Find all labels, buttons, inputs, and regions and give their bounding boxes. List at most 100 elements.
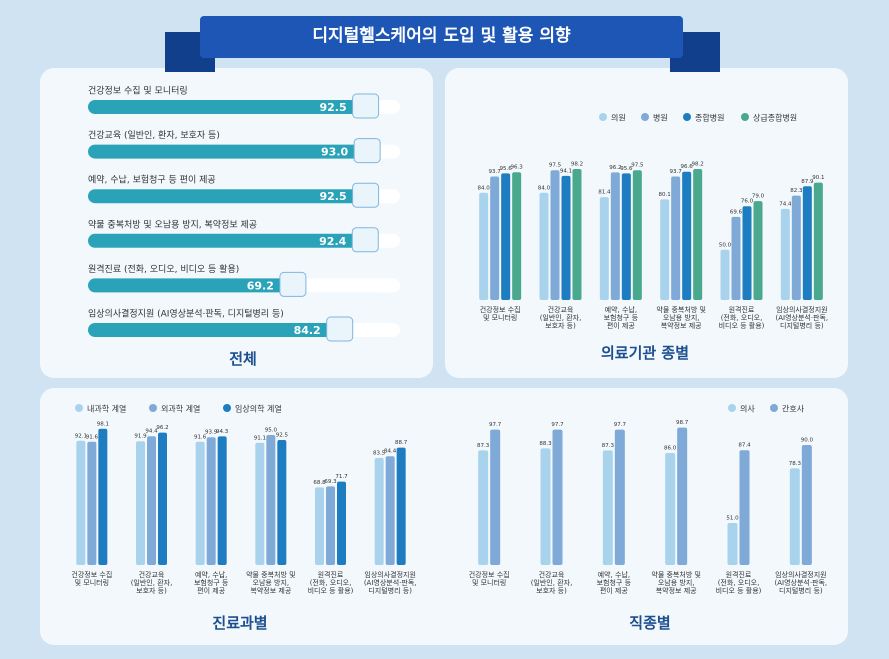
category-label: 예약, 수납, 보험청구 등 편이 제공 — [193, 571, 229, 595]
bar — [277, 440, 287, 565]
category-label: 약물 중복처방 및 오남용 방지, 복약정보 제공 — [88, 218, 257, 230]
value-label: 74.4 — [779, 201, 792, 207]
bar — [682, 171, 692, 300]
category-label: 건강교육 (일반인, 환자, 보호자 등) — [530, 571, 573, 595]
bar — [540, 448, 551, 565]
value-label: 84.2 — [294, 324, 321, 337]
value-label: 88.7 — [395, 440, 408, 446]
category-label: 건강교육 (일반인, 환자, 보호자 등) — [88, 129, 220, 141]
bar — [614, 429, 625, 565]
legend-swatch — [683, 113, 691, 121]
value-label: 94.1 — [560, 168, 572, 174]
bar — [539, 192, 549, 300]
bar — [490, 429, 501, 565]
bar — [87, 441, 97, 565]
bar — [490, 176, 500, 300]
value-label: 92.5 — [276, 433, 289, 439]
chart-title: 진료과별 — [212, 614, 268, 632]
bar — [665, 453, 676, 565]
category-label: 건강정보 수집 및 모니터링 — [88, 85, 188, 97]
value-label: 71.7 — [335, 474, 348, 480]
category-label: 원격진료 (전화, 오디오, 비디오 등 활용) — [718, 306, 765, 330]
bar — [195, 441, 205, 565]
value-label: 78.3 — [789, 461, 802, 467]
bar-icon — [352, 93, 380, 119]
bar — [572, 169, 582, 300]
bar — [550, 170, 560, 300]
bar — [720, 249, 730, 300]
bar — [742, 206, 752, 300]
value-label: 92.4 — [319, 235, 346, 248]
bar — [385, 456, 395, 565]
legend-swatch — [741, 113, 749, 121]
value-label: 96.2 — [156, 425, 168, 431]
bar — [255, 442, 265, 565]
category-label: 원격진료 (전화, 오디오, 비디오 등 활용) — [307, 571, 354, 595]
value-label: 98.7 — [676, 420, 689, 426]
bar — [266, 435, 276, 565]
value-label: 94.3 — [216, 429, 229, 435]
bar — [753, 201, 763, 300]
category-label: 약물 중복처방 및 오남용 방지, 복약정보 제공 — [656, 306, 706, 330]
value-label: 93.7 — [489, 169, 502, 175]
value-label: 88.3 — [539, 441, 552, 447]
legend-swatch — [641, 113, 649, 121]
bar — [479, 192, 489, 300]
bar — [88, 233, 377, 248]
legend-label: 의원 — [611, 113, 626, 123]
bar — [727, 523, 738, 565]
value-label: 93.7 — [670, 169, 683, 175]
legend-label: 의사 — [740, 404, 755, 414]
bar — [802, 186, 812, 300]
category-label: 건강교육 (일반인, 환자, 보호자 등) — [130, 571, 173, 595]
chart-title: 직종별 — [629, 614, 671, 632]
value-label: 87.9 — [801, 179, 814, 185]
bar — [88, 100, 377, 114]
bar — [791, 195, 801, 300]
bar — [512, 172, 522, 300]
category-label: 건강정보 수집 및 모니터링 — [468, 571, 510, 587]
value-label: 87.4 — [738, 443, 751, 449]
panel — [40, 388, 848, 645]
bar — [599, 197, 609, 300]
category-label: 예약, 수납, 보험청구 등 편이 제공 — [603, 306, 639, 330]
bar — [621, 173, 631, 300]
legend-label: 종합병원 — [695, 114, 724, 123]
category-label: 임상의사결정지원 (AI영상분석·판독, 디지털병리 등) — [774, 571, 828, 595]
value-label: 97.5 — [549, 163, 562, 169]
bar — [88, 323, 351, 337]
bar — [88, 144, 379, 159]
value-label: 96.3 — [511, 165, 524, 171]
bar — [552, 429, 563, 565]
bar — [374, 458, 384, 565]
value-label: 95.0 — [265, 428, 278, 434]
value-label: 69.3 — [324, 479, 337, 485]
value-label: 69.2 — [247, 279, 274, 292]
legend-swatch — [770, 404, 778, 412]
bar-icon — [279, 271, 307, 297]
category-label: 예약, 수납, 보험청구 등 편이 제공 — [88, 174, 216, 186]
bar — [217, 436, 227, 565]
bar — [76, 440, 86, 565]
legend-swatch — [728, 404, 736, 412]
value-label: 83.5 — [373, 451, 386, 457]
value-label: 95.6 — [500, 166, 513, 172]
legend-swatch — [75, 404, 83, 412]
value-label: 94.4 — [145, 429, 158, 435]
bar-icon — [352, 182, 380, 208]
value-label: 80.1 — [659, 192, 671, 198]
value-label: 92.1 — [75, 433, 87, 439]
value-label: 91.6 — [194, 434, 207, 440]
value-label: 93.0 — [321, 146, 348, 159]
bar — [136, 441, 145, 565]
category-label: 건강교육 (일반인, 환자, 보호자 등) — [539, 306, 582, 330]
value-label: 93.9 — [205, 430, 218, 436]
value-label: 96.2 — [609, 165, 621, 171]
category-label: 원격진료 (전화, 오디오, 비디오 등 활용) — [715, 571, 762, 595]
bar — [98, 428, 108, 565]
value-label: 97.7 — [614, 422, 627, 428]
legend-label: 상급종합병원 — [753, 113, 797, 123]
value-label: 79.0 — [752, 194, 765, 200]
bar — [671, 176, 681, 300]
